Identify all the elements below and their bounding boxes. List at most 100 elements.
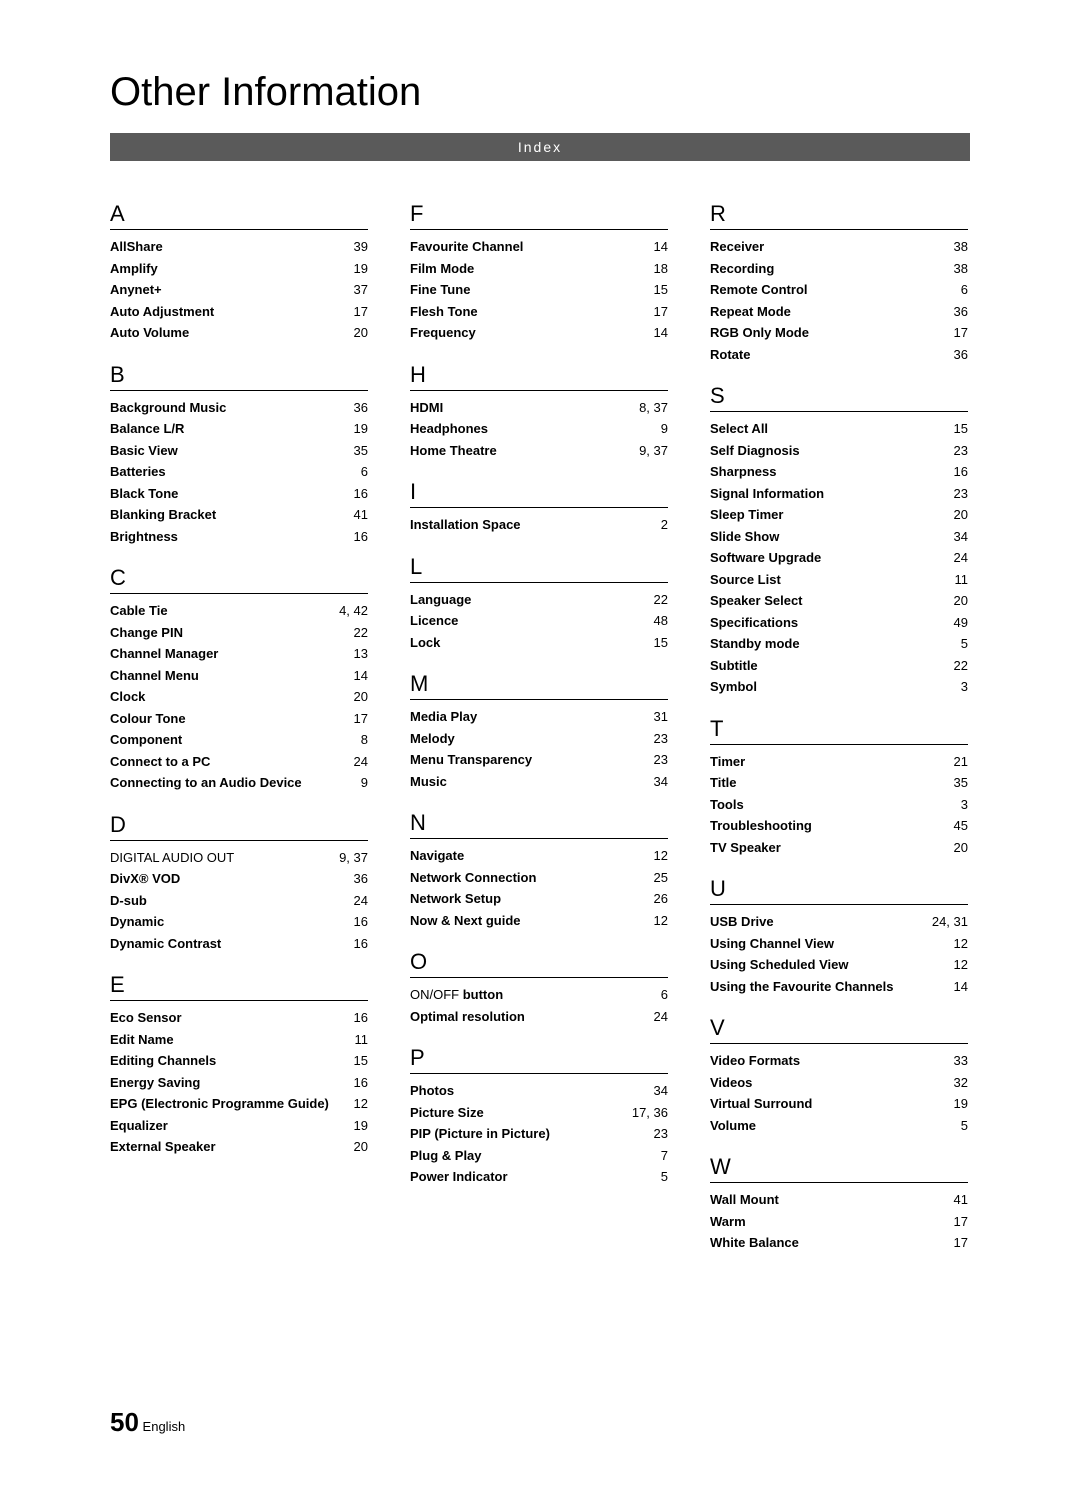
index-entry: Media Play31 <box>410 706 668 728</box>
entry-page: 19 <box>340 1116 368 1136</box>
index-entry: Plug & Play7 <box>410 1145 668 1167</box>
index-entry: Subtitle22 <box>710 655 968 677</box>
entry-page: 5 <box>940 634 968 654</box>
entry-label: Home Theatre <box>410 441 639 461</box>
entry-label: Using Channel View <box>710 934 940 954</box>
section-letter: P <box>410 1045 668 1074</box>
entry-page: 23 <box>940 441 968 461</box>
section-letter: F <box>410 201 668 230</box>
index-entry: USB Drive24, 31 <box>710 911 968 933</box>
index-entry: Rotate36 <box>710 344 968 366</box>
section-letter: O <box>410 949 668 978</box>
index-entry: Using Scheduled View12 <box>710 954 968 976</box>
index-entry: RGB Only Mode17 <box>710 322 968 344</box>
entry-label: RGB Only Mode <box>710 323 940 343</box>
entry-page: 39 <box>340 237 368 257</box>
index-entry: Remote Control6 <box>710 279 968 301</box>
entry-label: Installation Space <box>410 515 640 535</box>
entry-page: 16 <box>340 912 368 932</box>
index-entry: Troubleshooting45 <box>710 815 968 837</box>
index-entry: Specifications49 <box>710 612 968 634</box>
entry-label: Equalizer <box>110 1116 340 1136</box>
index-entry: Licence48 <box>410 610 668 632</box>
entry-page: 5 <box>640 1167 668 1187</box>
index-entry: AllShare39 <box>110 236 368 258</box>
entry-label: Remote Control <box>710 280 940 300</box>
index-entry: Batteries6 <box>110 461 368 483</box>
entry-page: 35 <box>340 441 368 461</box>
index-entry: Dynamic Contrast16 <box>110 933 368 955</box>
entry-label: Receiver <box>710 237 940 257</box>
section-letter: E <box>110 972 368 1001</box>
index-entry: Basic View35 <box>110 440 368 462</box>
index-entry: Select All15 <box>710 418 968 440</box>
index-entry: Auto Adjustment17 <box>110 301 368 323</box>
index-entry: Auto Volume20 <box>110 322 368 344</box>
entry-page: 9, 37 <box>639 441 668 461</box>
index-entry: Optimal resolution24 <box>410 1006 668 1028</box>
entry-page: 9, 37 <box>339 848 368 868</box>
entry-page: 19 <box>340 419 368 439</box>
entry-page: 22 <box>340 623 368 643</box>
entry-page: 41 <box>340 505 368 525</box>
entry-page: 21 <box>940 752 968 772</box>
index-section: HHDMI8, 37Headphones9Home Theatre9, 37 <box>410 362 668 462</box>
section-letter: R <box>710 201 968 230</box>
section-letter: U <box>710 876 968 905</box>
entry-page: 36 <box>340 869 368 889</box>
entry-label: Select All <box>710 419 940 439</box>
entry-label: Subtitle <box>710 656 940 676</box>
index-column: AAllShare39Amplify19Anynet+37Auto Adjust… <box>110 201 368 1272</box>
entry-label: Colour Tone <box>110 709 340 729</box>
entry-label: Batteries <box>110 462 340 482</box>
index-entry: Colour Tone17 <box>110 708 368 730</box>
index-section: PPhotos34Picture Size17, 36PIP (Picture … <box>410 1045 668 1188</box>
entry-label: Auto Adjustment <box>110 302 340 322</box>
entry-page: 36 <box>940 302 968 322</box>
index-entry: Warm17 <box>710 1211 968 1233</box>
index-entry: PIP (Picture in Picture)23 <box>410 1123 668 1145</box>
entry-label: Menu Transparency <box>410 750 640 770</box>
index-entry: DivX® VOD36 <box>110 868 368 890</box>
index-entry: Editing Channels15 <box>110 1050 368 1072</box>
index-entry: Cable Tie4, 42 <box>110 600 368 622</box>
index-entry: Title35 <box>710 772 968 794</box>
section-letter: L <box>410 554 668 583</box>
entry-label: Using the Favourite Channels <box>710 977 940 997</box>
entry-label: Specifications <box>710 613 940 633</box>
entry-label: Favourite Channel <box>410 237 640 257</box>
entry-page: 23 <box>640 729 668 749</box>
entry-page: 12 <box>940 955 968 975</box>
entry-page: 49 <box>940 613 968 633</box>
entry-page: 17 <box>340 709 368 729</box>
index-section: CCable Tie4, 42Change PIN22Channel Manag… <box>110 565 368 794</box>
index-section: NNavigate12Network Connection25Network S… <box>410 810 668 931</box>
index-entry: Network Setup26 <box>410 888 668 910</box>
page-number: 50 <box>110 1407 139 1437</box>
index-entry: Speaker Select20 <box>710 590 968 612</box>
entry-label: Clock <box>110 687 340 707</box>
index-entry: Network Connection25 <box>410 867 668 889</box>
index-entry: Lock15 <box>410 632 668 654</box>
index-columns: AAllShare39Amplify19Anynet+37Auto Adjust… <box>110 201 970 1272</box>
index-entry: Slide Show34 <box>710 526 968 548</box>
index-entry: Frequency14 <box>410 322 668 344</box>
entry-label: Volume <box>710 1116 940 1136</box>
index-entry: Component8 <box>110 729 368 751</box>
index-entry: Virtual Surround19 <box>710 1093 968 1115</box>
index-entry: D-sub24 <box>110 890 368 912</box>
entry-page: 16 <box>340 527 368 547</box>
entry-page: 16 <box>340 484 368 504</box>
index-entry: Sharpness16 <box>710 461 968 483</box>
entry-label: ON/OFF button <box>410 985 640 1005</box>
entry-label: Cable Tie <box>110 601 339 621</box>
entry-page: 31 <box>640 707 668 727</box>
section-letter: C <box>110 565 368 594</box>
entry-label: Channel Menu <box>110 666 340 686</box>
entry-label: Optimal resolution <box>410 1007 640 1027</box>
index-entry: Headphones9 <box>410 418 668 440</box>
entry-label: Timer <box>710 752 940 772</box>
entry-label: Amplify <box>110 259 340 279</box>
index-entry: Favourite Channel14 <box>410 236 668 258</box>
entry-label: Eco Sensor <box>110 1008 340 1028</box>
